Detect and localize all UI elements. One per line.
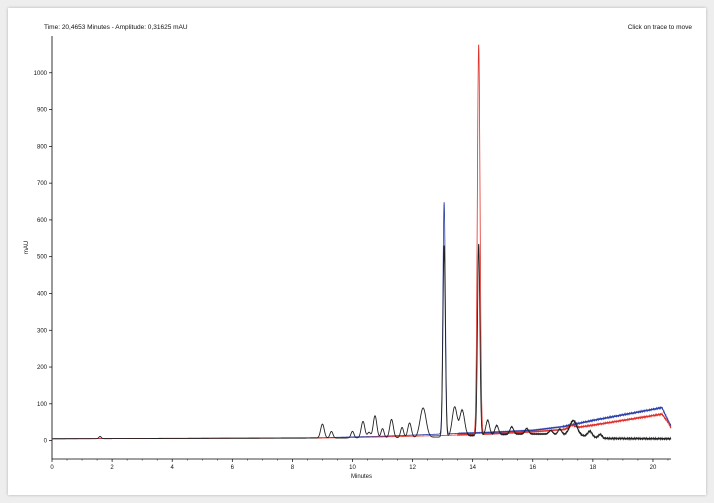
trace-line-3[interactable] [52, 243, 672, 442]
y-tick-label: 500 [37, 255, 48, 261]
y-tick-label: 700 [37, 181, 48, 187]
trace-line-1[interactable] [52, 202, 672, 440]
y-tick-label: 800 [37, 144, 48, 150]
x-tick-label: 6 [231, 465, 235, 471]
x-tick-label: 20 [650, 465, 657, 471]
x-tick-label: 18 [590, 465, 597, 471]
x-tick-label: 2 [110, 465, 114, 471]
y-tick-label: 200 [37, 365, 48, 371]
x-tick-label: 12 [409, 465, 416, 471]
x-tick-label: 8 [291, 465, 295, 471]
chart-panel [8, 8, 706, 495]
x-tick-label: 14 [469, 465, 476, 471]
tick-group: 0 2 4 6 8 10 12 14 16 18 2001002003004005006007008… [34, 71, 669, 471]
x-tick-label: 10 [349, 465, 356, 471]
y-tick-label: 900 [37, 108, 48, 114]
y-tick-label: 600 [37, 218, 48, 224]
y-tick-label: 100 [37, 402, 48, 408]
x-tick-label: 0 [50, 465, 54, 471]
y-tick-label: 0 [44, 439, 48, 445]
x-tick-label: 16 [529, 465, 536, 471]
axes [51, 36, 671, 460]
trace-line-2[interactable] [52, 44, 672, 440]
y-tick-label: 400 [37, 291, 48, 297]
y-tick-label: 1000 [34, 71, 48, 77]
x-tick-label: 4 [171, 465, 175, 471]
trace-group[interactable] [52, 44, 672, 442]
x-axis-label: Minutes [351, 474, 372, 480]
y-axis-label: mAU [24, 241, 30, 254]
trace-move-hint[interactable]: Click on trace to move [627, 24, 692, 31]
y-tick-label: 300 [37, 328, 48, 334]
status-readout: Time: 20,4653 Minutes - Amplitude: 0,316… [44, 24, 188, 31]
